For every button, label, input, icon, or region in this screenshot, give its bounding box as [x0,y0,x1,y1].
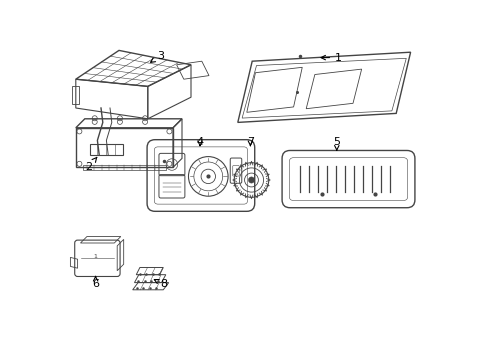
Text: 6: 6 [92,276,99,289]
Text: 1: 1 [94,254,98,259]
Text: 7: 7 [247,137,254,147]
Text: 8: 8 [154,279,168,289]
Text: 5: 5 [333,137,340,150]
Text: 2: 2 [85,157,97,172]
Text: 4: 4 [196,137,203,147]
Text: 3: 3 [150,51,164,62]
Text: 1: 1 [321,53,342,63]
Circle shape [248,177,255,183]
